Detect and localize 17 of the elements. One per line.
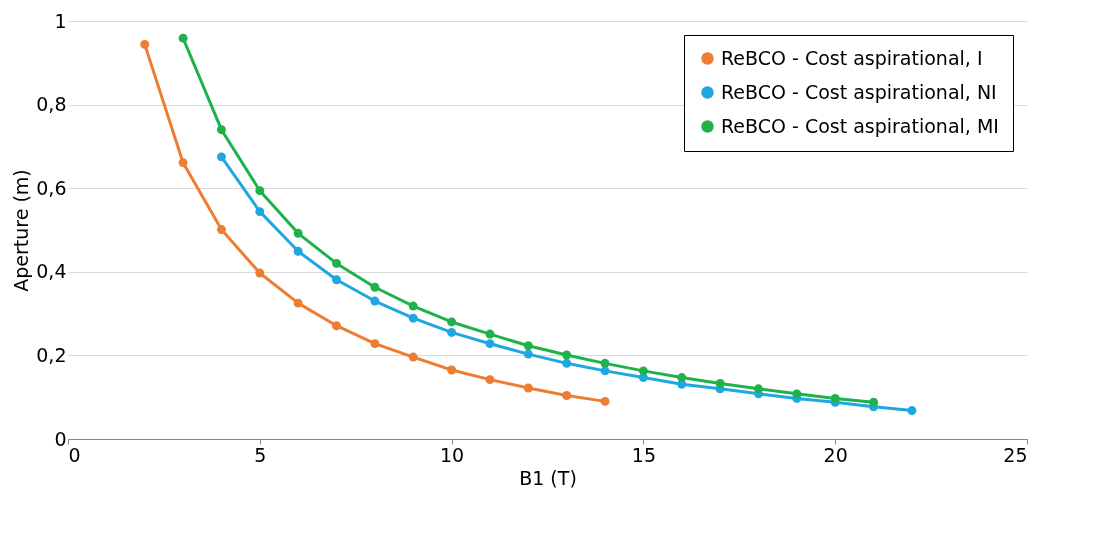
legend-label: ReBCO - Cost aspirational, I — [721, 46, 983, 69]
x-tick-label: 5 — [254, 443, 267, 466]
y-tick-label: 1 — [54, 9, 67, 32]
y-tick-label: 0,2 — [36, 343, 67, 366]
y-tick-label: 0,6 — [36, 176, 67, 199]
x-tick-label: 10 — [440, 443, 465, 466]
x-tick-label: 0 — [68, 443, 81, 466]
x-tick-label: 25 — [1003, 443, 1028, 466]
y-tick-label: 0,8 — [36, 93, 67, 116]
y-tick-label: 0 — [54, 427, 67, 450]
legend-label: ReBCO - Cost aspirational, MI — [721, 114, 999, 137]
x-tick-label: 20 — [823, 443, 848, 466]
y-tick-label: 0,4 — [36, 260, 67, 283]
x-axis-title: B1 (T) — [519, 466, 577, 489]
y-axis-title: Aperture (m) — [10, 169, 33, 292]
x-tick-label: 15 — [631, 443, 656, 466]
legend-label: ReBCO - Cost aspirational, NI — [721, 80, 997, 103]
